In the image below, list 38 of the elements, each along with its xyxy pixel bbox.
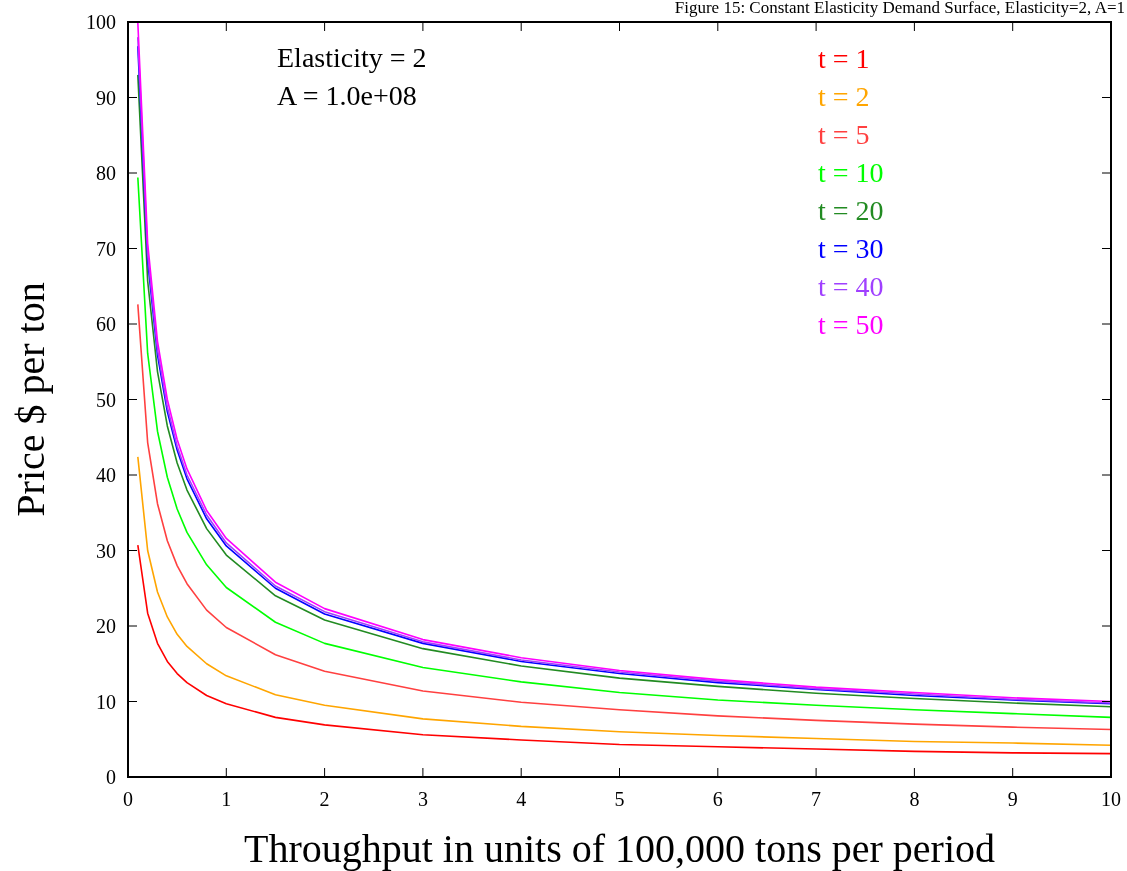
text: t = 10 [818, 157, 884, 188]
x-tick-label: 5 [614, 788, 625, 810]
line-series [137, 544, 1112, 755]
x-tick-label: 3 [417, 788, 428, 810]
text: t = 40 [818, 271, 884, 302]
text: t = 20 [818, 195, 884, 226]
x-tick-label: 2 [319, 788, 330, 810]
annotation: A = 1.0e+08 [277, 80, 417, 111]
chart-title: Figure 15: Constant Elasticity Demand Surface, Elasticity=2, A=1 [674, 0, 1125, 17]
y-tick-label: 10 [96, 690, 116, 713]
text: t = 30 [818, 233, 884, 264]
y-tick-label: 90 [96, 86, 116, 109]
x-tick-label: 0 [123, 788, 133, 810]
text: t = 50 [818, 309, 884, 340]
y-tick-label: 60 [96, 313, 116, 335]
line-series [137, 303, 1112, 731]
text: t = 5 [818, 119, 870, 150]
y-tick-label: 30 [96, 539, 116, 562]
y-tick-label: 50 [96, 388, 116, 411]
y-tick-label: 40 [96, 464, 116, 486]
y-tick-label: 70 [96, 237, 116, 260]
text: t = 2 [818, 81, 870, 112]
x-tick-label: 8 [909, 788, 920, 810]
x-tick-label: 7 [811, 788, 822, 810]
y-tick-label: 20 [96, 615, 116, 637]
y-axis-title: Price $ per ton [8, 282, 53, 517]
x-axis-title: Throughput in units of 100,000 tons per period [243, 826, 996, 871]
line-series [137, 456, 1112, 747]
y-tick-label: 0 [106, 766, 116, 788]
y-tick-label: 80 [96, 162, 116, 184]
x-tick-label: 6 [712, 788, 723, 810]
x-tick-label: 4 [516, 788, 527, 810]
y-tick-label: 100 [86, 11, 116, 33]
annotation: Elasticity = 2 [277, 42, 427, 73]
text: t = 1 [818, 43, 870, 74]
x-tick-label: 1 [221, 788, 232, 810]
x-tick-label: 10 [1101, 788, 1121, 810]
x-tick-label: 9 [1007, 788, 1018, 810]
